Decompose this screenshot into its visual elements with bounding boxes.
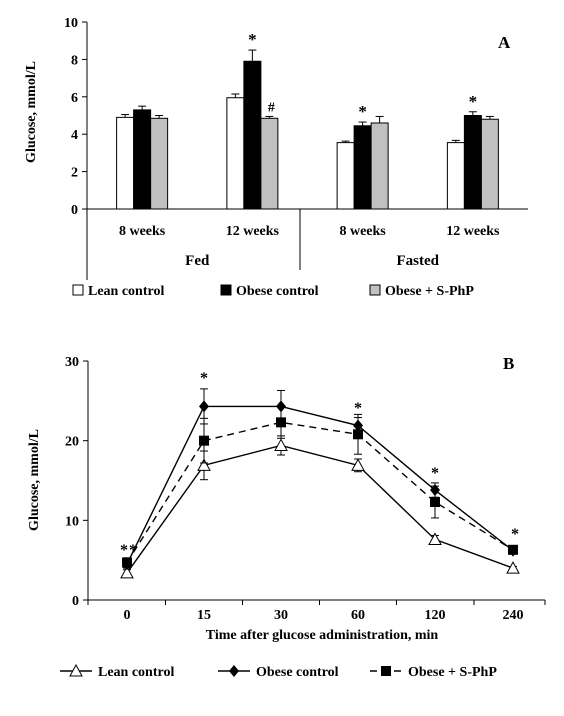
panel-a-y-tick-label: 0 — [71, 203, 78, 218]
panel-b-significance-mark: * — [511, 526, 519, 543]
panel-a-bar — [353, 125, 372, 210]
panel-b-y-tick-label: 0 — [72, 594, 79, 609]
panel-b-significance-mark: * — [120, 542, 128, 559]
panel-b-annotations: * ***** — [120, 370, 519, 559]
panel-a-bars — [116, 60, 499, 210]
panel-a-legend-label: Obese control — [236, 284, 319, 299]
panel-b-series-line — [126, 444, 514, 574]
panel-b-point-triangle — [506, 561, 520, 574]
panel-b-y-tick-labels: 0 10 20 30 — [65, 355, 79, 609]
panel-a-legend-swatch — [72, 284, 84, 296]
panel-b-x-axis-label: Time after glucose administration, min — [206, 628, 439, 643]
panel-b-point-square — [353, 429, 363, 440]
panel-b-point-triangle — [120, 565, 134, 579]
panel-b-line-chart: B Glucose, mmol/L Time after glucose adm… — [27, 354, 546, 680]
panel-b-x-tick-label: 60 — [351, 608, 365, 623]
panel-a-legend-swatch — [220, 284, 232, 296]
panel-a-y-tick-label: 2 — [71, 166, 78, 181]
panel-b-axes — [83, 360, 546, 605]
panel-b-series-line — [126, 405, 514, 565]
panel-b-point-square — [122, 557, 132, 568]
panel-a-significance-mark: * — [248, 30, 257, 49]
panel-b-y-axis-label: Glucose, mmol/L — [27, 429, 42, 531]
panel-b-y-tick-label: 20 — [65, 435, 79, 450]
panel-b-x-tick-label: 120 — [425, 608, 446, 623]
panel-a-group-label: Fasted — [397, 253, 440, 269]
panel-a-x-tick-labels: 8 weeks 12 weeks 8 weeks 12 weeks Fed Fasted — [119, 224, 500, 269]
panel-a-bar — [480, 118, 499, 210]
panel-a-significance-mark: * — [469, 92, 478, 111]
panel-b-label: B — [503, 354, 514, 373]
panel-b-legend: Lean control Obese control Obese + S-PhP — [60, 663, 497, 680]
panel-b-point-square — [276, 417, 286, 428]
panel-b-series-line — [126, 421, 514, 563]
panel-b-significance-mark: * — [354, 400, 362, 417]
panel-a-bar-chart: A Glucose, mmol/L 0 2 4 6 8 10 * # * * 8 weeks 12… — [24, 16, 528, 299]
panel-a-legend: Lean control Obese control Obese + S-PhP — [72, 284, 474, 299]
panel-a-bar — [260, 117, 279, 210]
panel-b-significance-mark: * — [129, 542, 137, 559]
panel-a-bar — [150, 117, 169, 210]
panel-a-bar — [133, 109, 152, 210]
panel-b-significance-mark: * — [200, 370, 208, 387]
panel-b-x-tick-label: 30 — [274, 608, 288, 623]
panel-b-point-diamond — [229, 665, 239, 677]
panel-a-significance-mark: * — [358, 102, 367, 121]
panel-a-bar — [116, 116, 135, 210]
panel-a-y-tick-label: 10 — [64, 16, 78, 31]
panel-a-y-tick-label: 8 — [71, 53, 78, 68]
panel-a-y-axis-label: Glucose, mmol/L — [24, 61, 39, 163]
panel-b-point-square — [381, 666, 391, 676]
panel-b-significance-mark: * — [431, 465, 439, 482]
panel-b-point-square — [508, 544, 518, 555]
panel-b-point-square — [430, 497, 440, 508]
panel-b-legend-label: Obese + S-PhP — [408, 665, 497, 680]
panel-b-point-triangle — [274, 438, 288, 451]
panel-a-bar — [243, 60, 262, 210]
panel-b-x-tick-label: 240 — [503, 608, 524, 623]
panel-a-error-bars — [121, 49, 494, 143]
panel-b-point-triangle — [351, 458, 365, 471]
panel-a-x-tick-label: 8 weeks — [339, 224, 386, 239]
panel-a-group-label: Fed — [185, 253, 210, 269]
panel-a-x-tick-label: 8 weeks — [119, 224, 166, 239]
panel-b-x-tick-label: 15 — [197, 608, 211, 623]
panel-a-y-tick-label: 4 — [71, 128, 78, 143]
panel-a-y-tick-label: 6 — [71, 91, 78, 106]
panel-a-label: A — [498, 33, 511, 52]
panel-a-y-tick-labels: 0 2 4 6 8 10 — [64, 16, 78, 218]
panel-b-x-tick-label: 0 — [124, 608, 131, 623]
panel-b-series-0 — [120, 435, 520, 579]
panel-a-legend-label: Obese + S-PhP — [385, 284, 474, 299]
panel-a-significance-mark: # — [268, 100, 275, 115]
panel-b-y-tick-label: 10 — [65, 514, 79, 529]
panel-b-x-tick-labels: 0 15 30 60 120 240 — [124, 608, 524, 623]
panel-a-legend-label: Lean control — [88, 284, 164, 299]
panel-a-bar — [463, 115, 482, 210]
panel-a-bar — [446, 142, 465, 210]
panel-a-x-tick-label: 12 weeks — [446, 224, 500, 239]
panel-a-x-tick-label: 12 weeks — [226, 224, 280, 239]
panel-b-point-triangle — [69, 663, 83, 677]
panel-a-bar — [226, 97, 245, 210]
panel-b-series — [120, 388, 520, 579]
panel-a-annotations: * # * * — [248, 30, 477, 121]
panel-b-point-triangle — [428, 532, 442, 545]
panel-b-point-diamond — [199, 400, 209, 413]
panel-a-bar — [370, 122, 389, 210]
panel-b-series-1 — [122, 388, 518, 571]
panel-b-point-triangle — [197, 458, 211, 471]
panel-b-legend-label: Obese control — [256, 665, 339, 680]
panel-b-y-tick-label: 30 — [65, 355, 79, 370]
panel-b-legend-label: Lean control — [98, 665, 174, 680]
panel-b-point-square — [199, 435, 209, 446]
panel-a-bar — [336, 142, 355, 210]
panel-b-series-2 — [122, 405, 518, 568]
panel-a-legend-swatch — [369, 284, 381, 296]
